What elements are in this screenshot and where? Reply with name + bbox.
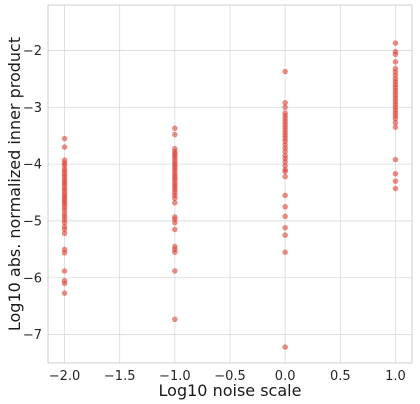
data-point: [171, 199, 178, 206]
data-point: [282, 192, 289, 199]
data-point: [392, 124, 399, 131]
data-point: [61, 230, 68, 237]
data-point: [282, 104, 289, 111]
data-point: [61, 268, 68, 274]
y-tick-labels: −2 −3 −4 −5 −6 −7: [23, 44, 42, 343]
data-point: [61, 249, 68, 256]
y-tick-label: −7: [23, 328, 42, 343]
data-point: [171, 268, 178, 274]
data-point: [392, 51, 399, 58]
x-tick-label: 0.0: [275, 369, 296, 384]
data-point: [171, 226, 178, 233]
data-point: [392, 58, 399, 65]
data-point: [282, 224, 289, 231]
y-tick-label: −3: [23, 101, 42, 116]
x-tick-label: −0.5: [214, 369, 246, 384]
data-point: [171, 249, 178, 256]
data-point: [392, 178, 399, 185]
data-point: [171, 316, 178, 323]
plot-frame: [47, 4, 413, 364]
y-tick-label: −4: [23, 158, 42, 173]
data-point: [392, 40, 399, 46]
x-axis-label: Log10 noise scale: [159, 381, 302, 400]
data-point: [282, 173, 289, 180]
data-point: [392, 170, 399, 177]
data-point: [61, 280, 68, 287]
data-point: [61, 135, 68, 142]
data-point: [171, 219, 178, 226]
y-tick-label: −6: [23, 271, 42, 286]
data-points: [61, 40, 399, 350]
x-tick-label: 0.5: [330, 369, 351, 384]
data-point: [171, 131, 178, 138]
data-point: [282, 213, 289, 220]
data-point: [282, 344, 289, 350]
data-point: [282, 203, 289, 210]
grid-lines: [48, 5, 412, 363]
data-point: [282, 232, 289, 238]
y-tick-label: −2: [23, 44, 42, 59]
x-tick-label: −2.0: [49, 369, 81, 384]
data-point: [282, 249, 289, 256]
x-tick-label: −1.5: [104, 369, 136, 384]
data-point: [392, 185, 399, 192]
data-point: [282, 168, 289, 175]
data-point: [392, 156, 399, 163]
x-tick-labels: −2.0 −1.5 −1.0 −0.5 0.0 0.5 1.0: [49, 369, 406, 384]
data-point: [61, 290, 68, 296]
y-tick-label: −5: [23, 214, 42, 229]
x-tick-label: 1.0: [385, 369, 406, 384]
x-tick-label: −1.0: [159, 369, 191, 384]
data-point: [61, 144, 68, 150]
data-point: [282, 68, 289, 75]
data-point: [171, 125, 178, 132]
y-axis-label: Log10 abs. normalized inner product: [5, 37, 24, 331]
